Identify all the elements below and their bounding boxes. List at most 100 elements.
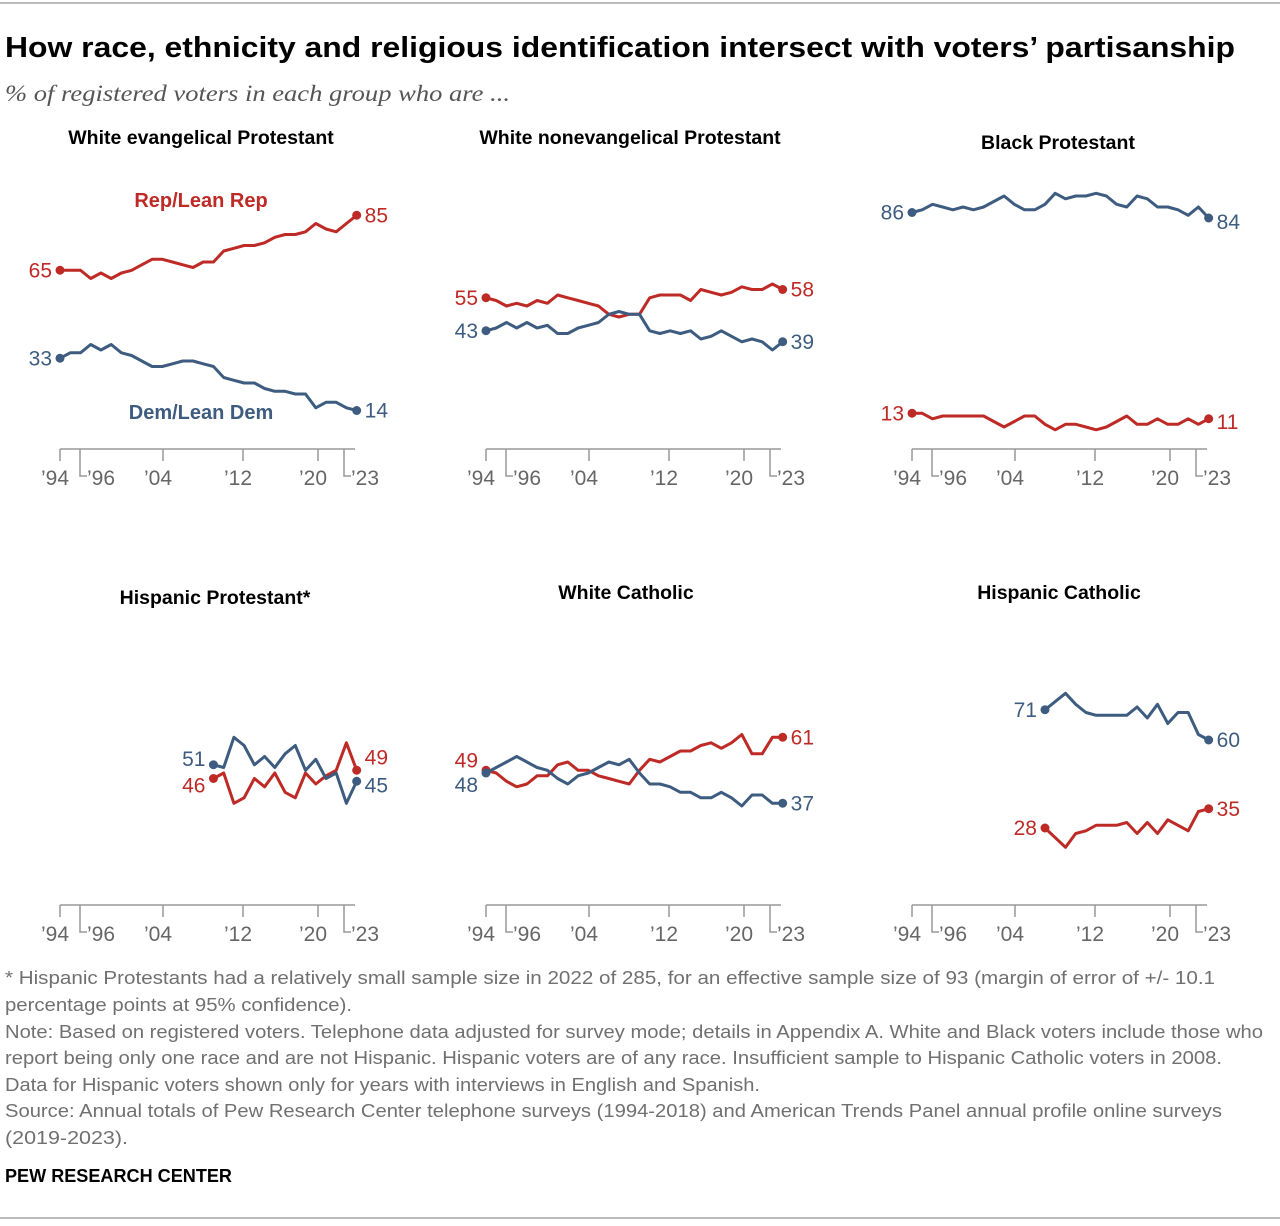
- panel-title: Hispanic Catholic: [977, 582, 1141, 604]
- end-value-label: 85: [365, 204, 388, 227]
- end-point: [352, 776, 362, 786]
- end-value-label: 60: [1217, 729, 1240, 752]
- start-point: [208, 760, 218, 770]
- x-tick-label: ’94: [467, 467, 495, 490]
- start-value-label: 43: [455, 320, 478, 343]
- legend-label-dem: Dem/Lean Dem: [129, 402, 274, 424]
- series-rep: 28 35: [1014, 798, 1240, 849]
- end-point: [352, 406, 362, 415]
- end-point: [778, 285, 788, 294]
- end-point: [1204, 414, 1214, 424]
- end-value-label: 37: [791, 792, 814, 815]
- x-tick-label: ’04: [996, 467, 1024, 490]
- series-line-rep: [1043, 807, 1210, 849]
- series-dem: 48 37: [455, 755, 814, 815]
- series-dem: 51 45: [182, 735, 388, 805]
- start-point: [55, 265, 65, 275]
- panel-title: Hispanic Protestant*: [120, 587, 311, 609]
- x-tick-label: ’04: [144, 467, 172, 490]
- panel-title: Black Protestant: [981, 132, 1135, 154]
- x-tick-label: ’96: [939, 467, 967, 490]
- panel-title: White evangelical Protestant: [68, 127, 334, 149]
- series-rep: 55 58: [455, 279, 814, 319]
- panel-white-nonevangelical-protestant: White nonevangelical Protestant ’94 ’96 ’04…: [455, 127, 814, 490]
- x-tick: [79, 905, 87, 933]
- chart-title: How race, ethnicity and religious identi…: [5, 32, 1235, 64]
- x-tick-label: ’12: [224, 923, 252, 946]
- start-value-label: 48: [455, 774, 478, 797]
- series-line-dem: [911, 191, 1210, 220]
- x-tick: [1195, 905, 1203, 933]
- end-point: [778, 337, 788, 347]
- end-point: [352, 765, 362, 775]
- end-point: [778, 798, 788, 808]
- x-tick: [505, 449, 513, 477]
- x-axis: ’94 ’96 ’04 ’12 ’20 ’23: [41, 904, 379, 946]
- x-tick-label: ’96: [513, 467, 541, 490]
- x-tick-label: ’12: [1076, 923, 1104, 946]
- footnote-line: Note: Based on registered voters. Teleph…: [5, 1022, 1263, 1042]
- x-tick-label: ’20: [299, 923, 327, 946]
- x-tick-label: ’23: [351, 923, 379, 946]
- end-value-label: 39: [791, 331, 814, 354]
- x-tick-label: ’04: [570, 923, 598, 946]
- series-line-dem: [59, 343, 358, 412]
- start-point: [481, 768, 491, 778]
- footnote-line: Data for Hispanic voters shown only for …: [5, 1075, 760, 1095]
- series-dem: 86 84: [881, 191, 1240, 234]
- x-axis: ’94 ’96 ’04 ’12 ’20 ’23: [467, 904, 805, 946]
- x-tick-label: ’23: [777, 923, 805, 946]
- footnote-line: percentage points at 95% confidence).: [5, 995, 352, 1015]
- x-tick-label: ’94: [893, 467, 921, 490]
- x-tick-label: ’23: [351, 467, 379, 490]
- x-axis: ’94 ’96 ’04 ’12 ’20 ’23: [467, 448, 805, 490]
- x-axis: ’94 ’96 ’04 ’12 ’20 ’23: [893, 448, 1231, 490]
- chart-subtitle: % of registered voters in each group who…: [5, 81, 510, 106]
- start-value-label: 46: [182, 775, 205, 798]
- x-axis: ’94 ’96 ’04 ’12 ’20 ’23: [41, 448, 379, 490]
- x-tick-label: ’04: [570, 467, 598, 490]
- series-dem: 43 39: [455, 310, 814, 354]
- end-value-label: 49: [365, 746, 388, 769]
- panel-hispanic-protestant: Hispanic Protestant* ’94 ’96 ’04 ’12 ’20 ’23 46…: [41, 587, 388, 946]
- x-tick: [1195, 449, 1203, 477]
- end-value-label: 11: [1217, 411, 1239, 434]
- x-tick-label: ’12: [224, 467, 252, 490]
- panel-white-evangelical-protestant: White evangelical Protestant ’94 ’96 ’04 ’12…: [29, 127, 389, 490]
- end-value-label: 45: [365, 774, 388, 797]
- x-tick-label: ’23: [1203, 923, 1231, 946]
- x-tick-label: ’94: [41, 923, 69, 946]
- start-point: [481, 293, 491, 303]
- start-point: [907, 208, 917, 217]
- x-tick-label: ’23: [1203, 467, 1231, 490]
- x-tick-label: ’20: [725, 923, 753, 946]
- x-tick-label: ’12: [650, 923, 678, 946]
- end-value-label: 58: [791, 279, 814, 302]
- start-value-label: 71: [1014, 699, 1037, 722]
- panel-title: White nonevangelical Protestant: [479, 127, 781, 149]
- x-tick-label: ’96: [87, 923, 115, 946]
- x-tick-label: ’04: [144, 923, 172, 946]
- end-value-label: 35: [1217, 798, 1240, 821]
- start-point: [55, 353, 65, 363]
- x-tick-label: ’94: [467, 923, 495, 946]
- x-tick-label: ’12: [1076, 467, 1104, 490]
- series-line-dem: [485, 310, 784, 352]
- legend-label-rep: Rep/Lean Rep: [134, 190, 267, 212]
- x-axis: ’94 ’96 ’04 ’12 ’20 ’23: [893, 904, 1231, 946]
- x-tick-label: ’23: [777, 467, 805, 490]
- panel-hispanic-catholic: Hispanic Catholic ’94 ’96 ’04 ’12 ’20 ’23 28 35 7…: [893, 582, 1240, 946]
- end-point: [1204, 213, 1214, 223]
- end-point: [1204, 735, 1214, 745]
- series-rep: 49 61: [455, 726, 814, 789]
- series-dem: 71 60: [1014, 691, 1240, 752]
- series-line-dem: [485, 755, 783, 808]
- x-tick-label: ’20: [1151, 923, 1179, 946]
- start-point: [907, 408, 917, 418]
- series-line-rep: [912, 411, 1210, 432]
- x-tick-label: ’94: [41, 467, 69, 490]
- start-value-label: 28: [1014, 817, 1037, 840]
- panel-title: White Catholic: [558, 582, 694, 604]
